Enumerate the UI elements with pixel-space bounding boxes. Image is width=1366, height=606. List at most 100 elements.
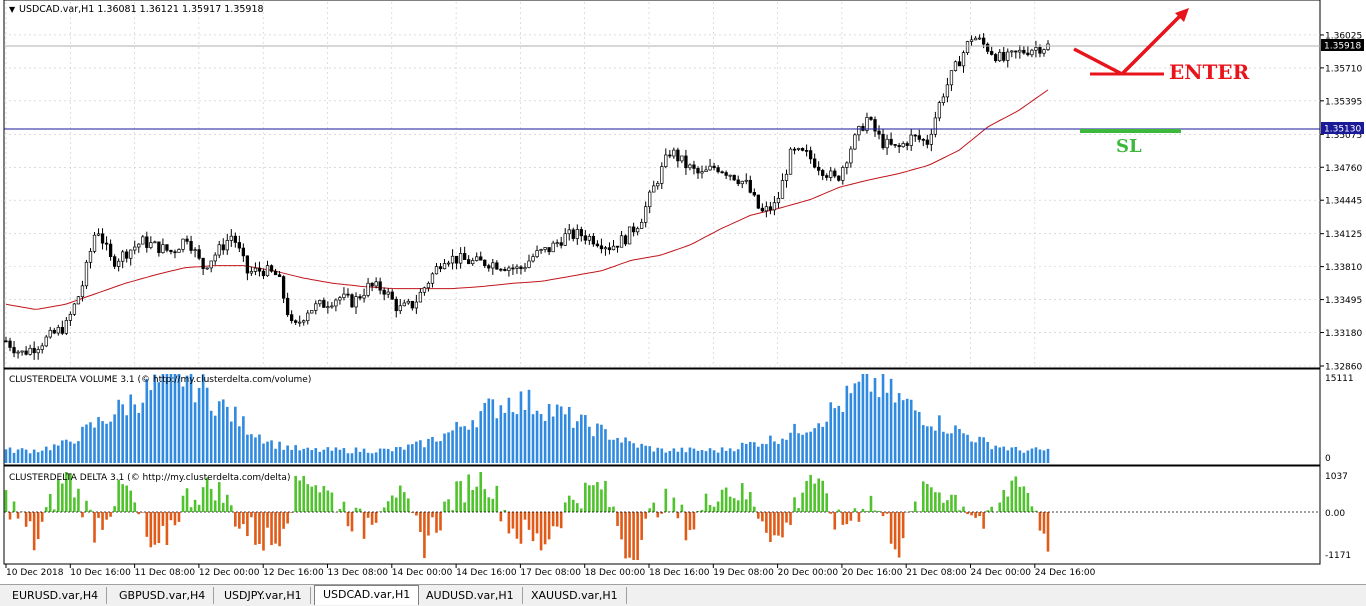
candle-body bbox=[620, 236, 623, 247]
candle-body bbox=[266, 266, 269, 276]
delta-bar-negative bbox=[242, 512, 245, 524]
tab-usdcad-h1[interactable]: USDCAD.var,H1 bbox=[314, 585, 419, 605]
volume-bar bbox=[186, 376, 189, 463]
candle-body bbox=[210, 261, 213, 268]
volume-bar bbox=[781, 439, 784, 463]
volume-bar bbox=[194, 402, 197, 463]
candle-body bbox=[516, 267, 519, 269]
candle-body bbox=[721, 172, 724, 173]
candle-body bbox=[512, 268, 515, 269]
tab-audusd-h1[interactable]: AUDUSD.var,H1 bbox=[418, 587, 523, 604]
candle-body bbox=[258, 268, 261, 271]
volume-bar bbox=[411, 444, 414, 463]
delta-bar-positive bbox=[564, 502, 567, 512]
candle-body bbox=[938, 103, 941, 118]
volume-bar bbox=[339, 450, 342, 463]
volume-bar bbox=[258, 435, 261, 463]
volume-bar bbox=[854, 383, 857, 463]
tab-usdjpy-h1[interactable]: USDJPY.var,H1 bbox=[216, 587, 311, 604]
tab-eurusd-h4[interactable]: EURUSD.var,H4 bbox=[4, 587, 107, 604]
volume-bar bbox=[97, 417, 100, 463]
volume-bar bbox=[934, 431, 937, 463]
candle-body bbox=[576, 229, 579, 238]
volume-bar bbox=[793, 424, 796, 463]
delta-bar-positive bbox=[492, 499, 495, 512]
candle-body bbox=[238, 242, 241, 248]
delta-bar-positive bbox=[749, 492, 752, 512]
volume-bar bbox=[407, 445, 410, 463]
candle-body bbox=[705, 170, 708, 172]
delta-bar-positive bbox=[1010, 481, 1013, 512]
candle-body bbox=[648, 192, 651, 207]
volume-bar bbox=[61, 440, 64, 463]
delta-bar-positive bbox=[934, 492, 937, 512]
volume-bar bbox=[536, 411, 539, 463]
delta-bar-positive bbox=[592, 485, 595, 512]
volume-bar bbox=[656, 448, 659, 463]
volume-bar bbox=[278, 442, 281, 463]
delta-bar-positive bbox=[73, 497, 76, 512]
volume-bar bbox=[829, 402, 832, 463]
candle-body bbox=[596, 244, 599, 246]
candle-body bbox=[978, 38, 981, 39]
volume-bar bbox=[974, 442, 977, 463]
delta-bar-positive bbox=[359, 509, 362, 512]
volume-bar bbox=[174, 374, 177, 463]
volume-bar bbox=[789, 433, 792, 463]
delta-bar-negative bbox=[146, 512, 149, 537]
candle-body bbox=[701, 172, 704, 173]
candle-body bbox=[858, 126, 861, 134]
candle-body bbox=[733, 175, 736, 180]
candle-body bbox=[934, 118, 937, 134]
delta-bar-negative bbox=[1043, 512, 1046, 534]
candle-body bbox=[805, 150, 808, 151]
tab-gbpusd-h4[interactable]: GBPUSD.var,H4 bbox=[111, 587, 214, 604]
delta-bar-positive bbox=[612, 507, 615, 512]
delta-bar-negative bbox=[500, 512, 503, 521]
delta-bar-negative bbox=[258, 512, 261, 544]
time-tick-label: 20 Dec 16:00 bbox=[842, 568, 903, 578]
tab-xauusd-h1[interactable]: XAUUSD.var,H1 bbox=[523, 587, 627, 604]
candle-body bbox=[492, 263, 495, 268]
candle-body bbox=[97, 234, 100, 235]
volume-bar bbox=[383, 449, 386, 463]
volume-bar bbox=[709, 448, 712, 463]
delta-bar-negative bbox=[544, 512, 547, 544]
delta-bar-negative bbox=[431, 512, 434, 517]
candle-body bbox=[842, 167, 845, 180]
delta-bar-negative bbox=[850, 512, 853, 521]
volume-bar bbox=[81, 427, 84, 463]
candle-body bbox=[890, 139, 893, 144]
volume-bar bbox=[1043, 450, 1046, 463]
candle-body bbox=[178, 249, 181, 252]
delta-bar-positive bbox=[942, 503, 945, 512]
time-tick-label: 10 Dec 2018 bbox=[6, 568, 64, 578]
volume-bar bbox=[298, 450, 301, 463]
candle-body bbox=[608, 248, 611, 250]
volume-bar bbox=[737, 449, 740, 463]
delta-bar-negative bbox=[512, 512, 515, 529]
volume-bar bbox=[733, 451, 736, 463]
volume-bar bbox=[878, 397, 881, 463]
volume-bar bbox=[866, 374, 869, 463]
candle-body bbox=[504, 269, 507, 270]
volume-bar bbox=[419, 440, 422, 463]
volume-bar bbox=[850, 393, 853, 463]
delta-bar-negative bbox=[540, 512, 543, 550]
delta-bar-negative bbox=[1047, 512, 1050, 552]
candle-body bbox=[725, 173, 728, 176]
delta-bar-negative bbox=[238, 512, 241, 529]
candle-body bbox=[407, 301, 410, 303]
candle-body bbox=[367, 283, 370, 295]
delta-bar-positive bbox=[487, 497, 490, 512]
volume-bar bbox=[314, 448, 317, 463]
volume-bar bbox=[65, 440, 68, 463]
volume-bar bbox=[757, 447, 760, 463]
volume-bar bbox=[9, 447, 12, 463]
chart-canvas[interactable]: 1.360251.357101.353951.350751.347601.344… bbox=[0, 0, 1366, 584]
delta-bar-negative bbox=[101, 512, 104, 530]
candle-body bbox=[137, 244, 140, 247]
candle-body bbox=[242, 248, 245, 256]
volume-bar bbox=[970, 442, 973, 463]
